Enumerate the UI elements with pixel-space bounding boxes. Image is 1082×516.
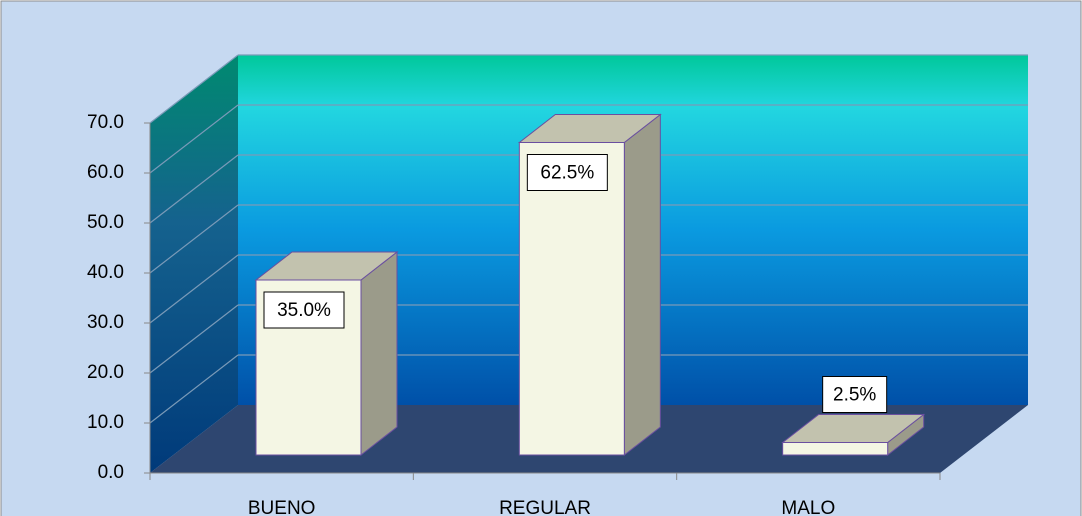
grid-line bbox=[149, 354, 239, 424]
grid-line bbox=[149, 254, 239, 324]
y-tick-label: 40.0 bbox=[87, 262, 124, 283]
bar bbox=[518, 142, 625, 456]
y-tick-label: 10.0 bbox=[87, 412, 124, 433]
value-label: 62.5% bbox=[540, 163, 594, 184]
grid-line bbox=[149, 204, 239, 274]
y-tick-label: 50.0 bbox=[87, 212, 124, 233]
grid-line bbox=[149, 54, 239, 124]
value-label-box bbox=[526, 154, 608, 191]
x-tick-label: REGULAR bbox=[499, 498, 591, 516]
y-tick-label: 30.0 bbox=[87, 312, 124, 333]
value-label: 2.5% bbox=[833, 385, 876, 406]
grid-line bbox=[149, 154, 239, 224]
side-wall bbox=[150, 55, 238, 473]
y-tick-label: 60.0 bbox=[87, 162, 124, 183]
bar bbox=[782, 442, 889, 456]
x-tick-label: BUENO bbox=[248, 498, 316, 516]
grid-line bbox=[149, 304, 239, 374]
x-tick-label: MALO bbox=[781, 498, 835, 516]
grid-line bbox=[149, 104, 239, 174]
value-label: 35.0% bbox=[277, 300, 331, 321]
y-tick-label: 20.0 bbox=[87, 362, 124, 383]
value-label-box bbox=[263, 291, 345, 329]
y-tick-label: 0.0 bbox=[98, 462, 124, 483]
bar-side bbox=[360, 250, 398, 457]
y-tick-label: 70.0 bbox=[87, 112, 124, 133]
bar-side bbox=[623, 113, 661, 457]
value-label-box bbox=[822, 376, 888, 413]
